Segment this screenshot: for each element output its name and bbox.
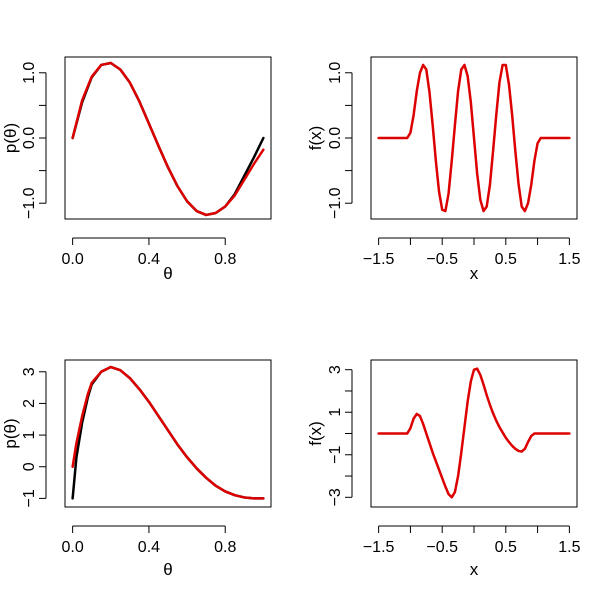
y-tick-label: −3 bbox=[327, 488, 344, 506]
y-tick-label: −1.0 bbox=[21, 187, 38, 219]
x-tick-label: 1.5 bbox=[558, 251, 580, 268]
plot-frame bbox=[64, 56, 272, 220]
x-tick-label: 0.0 bbox=[62, 539, 84, 556]
chart-panel-top-right: −1.5 −0.5 0.5 1.5 −1.0 0.0 1.0 x f(x) bbox=[306, 56, 581, 283]
plot-frame bbox=[370, 359, 578, 508]
x-tick-label: −1.5 bbox=[363, 539, 395, 556]
y-tick-label: 3 bbox=[327, 365, 344, 374]
plot-frame bbox=[64, 359, 272, 508]
series-line-red bbox=[71, 61, 265, 217]
chart-panel-bottom-left: 0.0 0.4 0.8 −1 0 1 2 3 θ p(θ) bbox=[1, 359, 272, 579]
x-tick-label: 0.0 bbox=[62, 251, 84, 268]
x-tick-label: 0.8 bbox=[214, 539, 236, 556]
x-axis-label: x bbox=[470, 264, 479, 283]
series-line-red bbox=[71, 365, 265, 500]
y-tick-label: −1 bbox=[327, 446, 344, 464]
y-tick-label: −1.0 bbox=[327, 187, 344, 219]
x-tick-label: 0.5 bbox=[495, 251, 517, 268]
y-tick-label: 0 bbox=[21, 462, 38, 471]
x-tick-label: 0.4 bbox=[138, 251, 160, 268]
x-axis-label: x bbox=[470, 560, 479, 579]
y-tick-label: 1 bbox=[327, 408, 344, 417]
y-tick-label: 0.0 bbox=[21, 127, 38, 149]
x-tick-label: −0.5 bbox=[426, 251, 458, 268]
y-tick-label: 1.0 bbox=[21, 62, 38, 84]
y-axis-label: f(x) bbox=[306, 126, 325, 151]
x-tick-label: 0.8 bbox=[214, 251, 236, 268]
series-line-red bbox=[377, 367, 571, 499]
chart-panel-bottom-right: −1.5 −0.5 0.5 1.5 −3 −1 1 3 x f(x) bbox=[306, 359, 581, 579]
x-tick-label: −1.5 bbox=[363, 251, 395, 268]
x-tick-label: 0.5 bbox=[495, 539, 517, 556]
series-line-black bbox=[71, 61, 265, 217]
x-tick-label: 1.5 bbox=[558, 539, 580, 556]
x-tick-label: −0.5 bbox=[426, 539, 458, 556]
y-tick-label: 1 bbox=[21, 431, 38, 440]
y-tick-label: 1.0 bbox=[327, 62, 344, 84]
series-line-red bbox=[377, 63, 571, 213]
y-axis-label: p(θ) bbox=[1, 418, 20, 448]
y-tick-label: −1 bbox=[21, 489, 38, 507]
y-tick-label: 3 bbox=[21, 367, 38, 376]
x-axis-label: θ bbox=[163, 264, 172, 283]
y-axis-label: f(x) bbox=[306, 421, 325, 446]
plot-frame bbox=[370, 56, 578, 220]
y-axis-label: p(θ) bbox=[1, 123, 20, 153]
x-axis-label: θ bbox=[163, 560, 172, 579]
y-tick-label: 2 bbox=[21, 399, 38, 408]
chart-panel-top-left: 0.0 0.4 0.8 −1.0 0.0 1.0 θ p(θ) bbox=[1, 56, 272, 283]
x-tick-label: 0.4 bbox=[138, 539, 160, 556]
series-line-black bbox=[71, 365, 265, 500]
y-tick-label: 0.0 bbox=[327, 127, 344, 149]
